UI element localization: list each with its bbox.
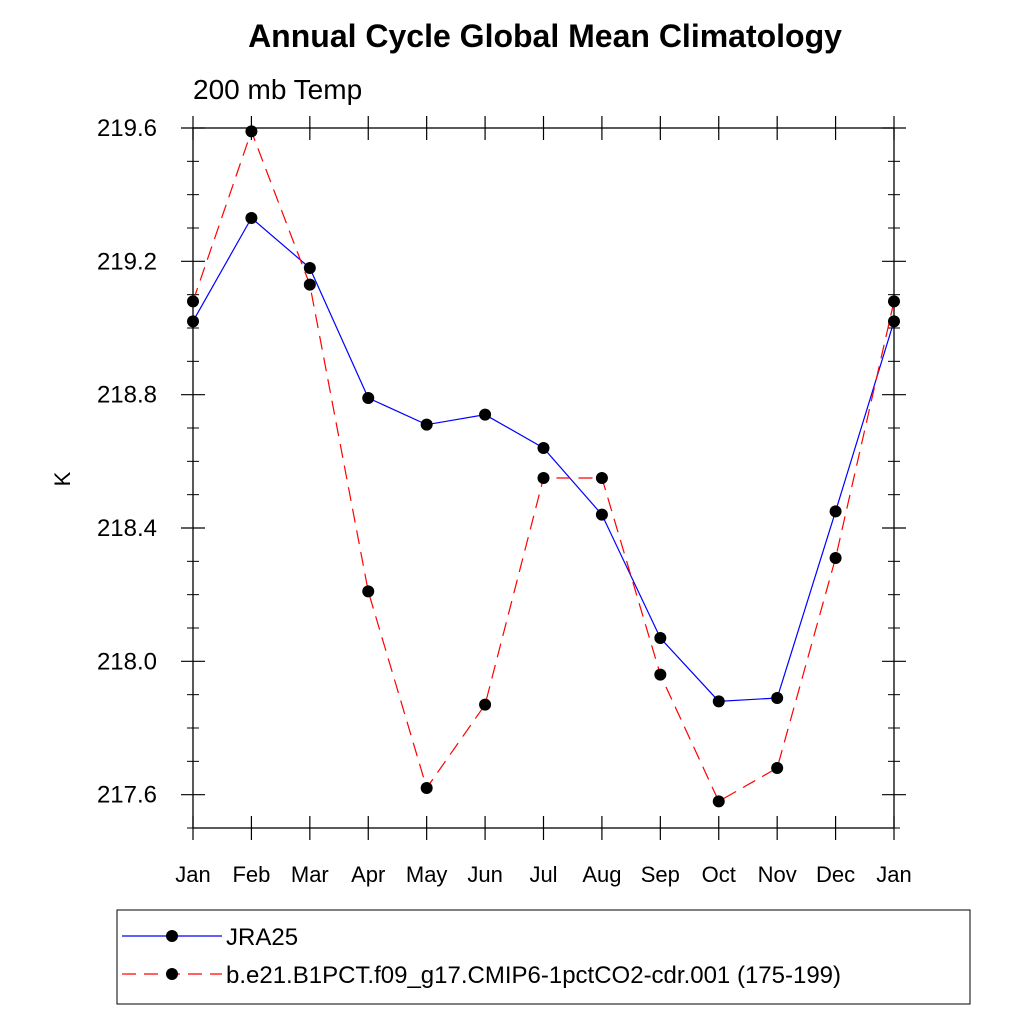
data-point-series-0 xyxy=(245,212,258,224)
legend-label-1: b.e21.B1PCT.f09_g17.CMIP6-1pctCO2-cdr.00… xyxy=(226,962,841,989)
y-tick-label: 219.2 xyxy=(97,248,157,275)
data-point-series-1 xyxy=(245,125,258,138)
y-tick-label: 218.0 xyxy=(97,648,157,675)
legend-items: JRA25 b.e21.B1PCT.f09_g17.CMIP6-1pctCO2-c… xyxy=(122,924,841,989)
x-tick-label: Jan xyxy=(876,862,911,887)
data-point-series-0 xyxy=(771,692,784,704)
x-tick-label: Jul xyxy=(529,862,557,887)
legend-marker-1 xyxy=(166,968,178,980)
legend-label-0: JRA25 xyxy=(226,924,298,951)
data-point-series-0 xyxy=(888,315,900,328)
legend-marker-0 xyxy=(166,930,178,942)
x-tick-label: May xyxy=(406,862,448,887)
data-point-series-1 xyxy=(420,782,433,794)
chart-subtitle: 200 mb Temp xyxy=(193,74,362,105)
x-tick-label: Mar xyxy=(291,862,329,887)
y-tick-label: 217.6 xyxy=(97,782,157,809)
x-tick-label: Oct xyxy=(702,862,736,887)
x-tick-label: Jan xyxy=(175,862,210,887)
data-point-series-0 xyxy=(829,505,842,518)
data-point-series-1 xyxy=(537,472,550,484)
y-tick-label: 218.8 xyxy=(97,382,157,409)
data-point-series-1 xyxy=(888,295,900,308)
data-point-series-1 xyxy=(712,795,725,808)
x-tick-label: Sep xyxy=(641,862,680,887)
x-tick-label: Nov xyxy=(758,862,797,887)
data-point-series-0 xyxy=(303,262,316,274)
data-point-series-0 xyxy=(187,315,199,328)
plot-series xyxy=(187,125,900,808)
data-point-series-1 xyxy=(595,472,608,484)
data-point-series-1 xyxy=(303,278,316,291)
data-point-series-0 xyxy=(537,442,550,454)
legend: JRA25 b.e21.B1PCT.f09_g17.CMIP6-1pctCO2-c… xyxy=(116,909,971,1005)
data-point-series-0 xyxy=(595,508,608,521)
series-line-0 xyxy=(192,217,895,702)
axes: 219.6 219.2 218.8 218.4 218.0 217.6 Jan Feb Mar A… xyxy=(97,115,912,887)
data-point-series-1 xyxy=(829,552,842,564)
data-point-series-1 xyxy=(771,762,784,774)
data-point-series-0 xyxy=(479,408,492,421)
y-axis-label: K xyxy=(50,471,75,486)
data-point-series-0 xyxy=(362,392,375,404)
x-tick-label: Dec xyxy=(816,862,855,887)
x-tick-label: Apr xyxy=(351,862,385,887)
chart-title: Annual Cycle Global Mean Climatology xyxy=(248,18,842,54)
y-tick-label: 219.6 xyxy=(97,115,157,142)
data-point-series-1 xyxy=(362,585,375,598)
data-point-series-1 xyxy=(187,295,199,308)
data-point-series-1 xyxy=(654,668,667,681)
x-tick-label: Aug xyxy=(582,862,621,887)
data-point-series-0 xyxy=(712,695,725,708)
series-line-1 xyxy=(192,129,895,803)
y-tick-label: 218.4 xyxy=(97,515,157,542)
data-point-series-0 xyxy=(420,418,433,431)
data-point-series-1 xyxy=(479,698,492,711)
legend-box xyxy=(116,909,971,1005)
x-tick-label: Feb xyxy=(232,862,270,887)
x-tick-label: Jun xyxy=(467,862,502,887)
data-point-series-0 xyxy=(654,632,667,644)
